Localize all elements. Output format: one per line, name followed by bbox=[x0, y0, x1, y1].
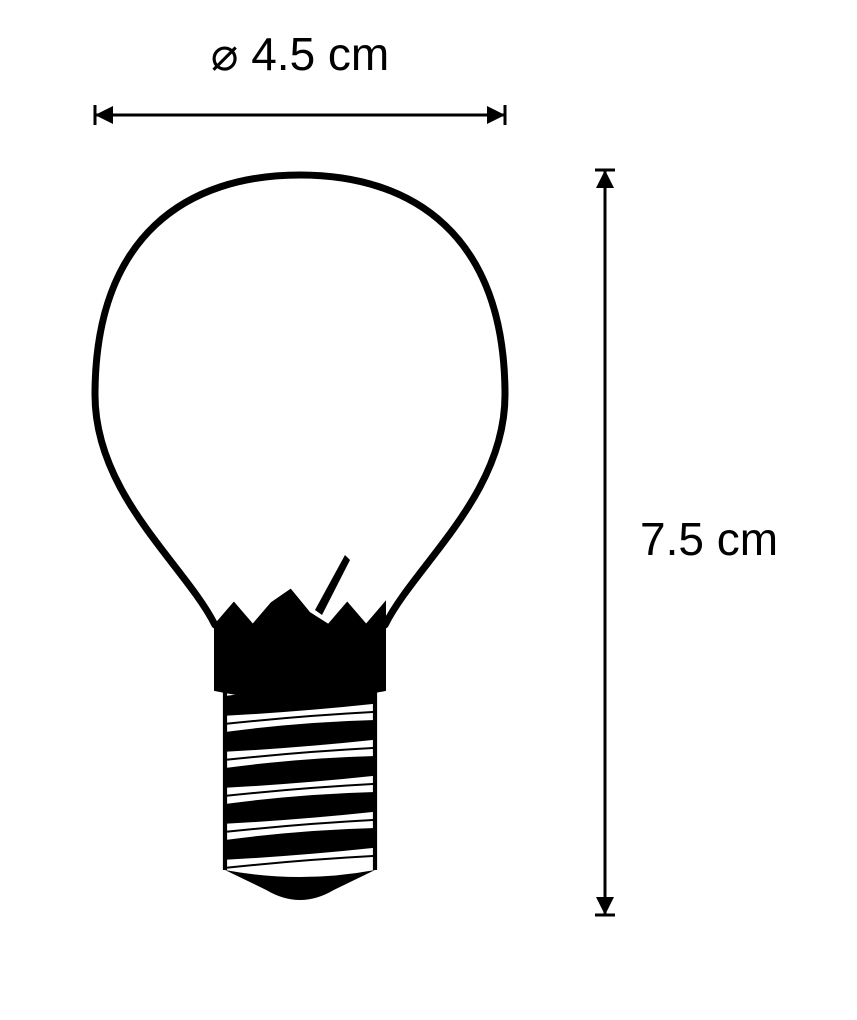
bulb-socket bbox=[215, 555, 385, 900]
height-dimension: 7.5 cm bbox=[595, 170, 778, 915]
height-label: 7.5 cm bbox=[640, 513, 778, 565]
bulb-glass bbox=[95, 175, 505, 625]
width-label: ⌀ 4.5 cm bbox=[211, 28, 390, 80]
width-dimension: ⌀ 4.5 cm bbox=[95, 28, 505, 125]
